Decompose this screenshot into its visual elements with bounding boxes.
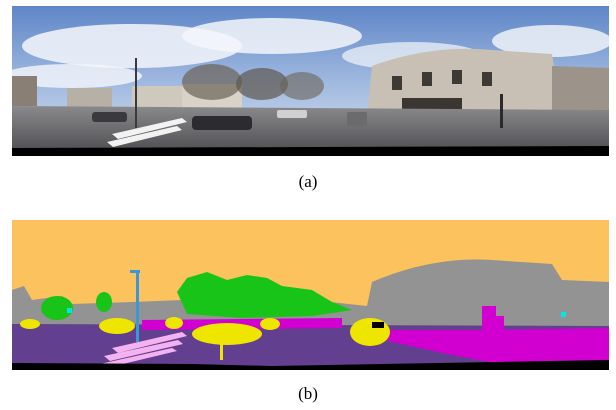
caption-b: (b) bbox=[298, 384, 318, 403]
seg-lane-marking bbox=[112, 332, 187, 353]
caption-a: (a) bbox=[298, 172, 318, 191]
seg-car-2 bbox=[99, 318, 135, 334]
seg-pole bbox=[136, 270, 139, 342]
seg-building-right bbox=[362, 259, 609, 340]
seg-vegetation bbox=[177, 272, 352, 318]
segmentation-map bbox=[12, 220, 609, 370]
seg-void bbox=[12, 360, 609, 370]
seg-sidewalk bbox=[367, 328, 609, 370]
panorama-photo bbox=[12, 6, 609, 156]
seg-sign bbox=[67, 308, 72, 313]
seg-car-1 bbox=[192, 323, 262, 345]
